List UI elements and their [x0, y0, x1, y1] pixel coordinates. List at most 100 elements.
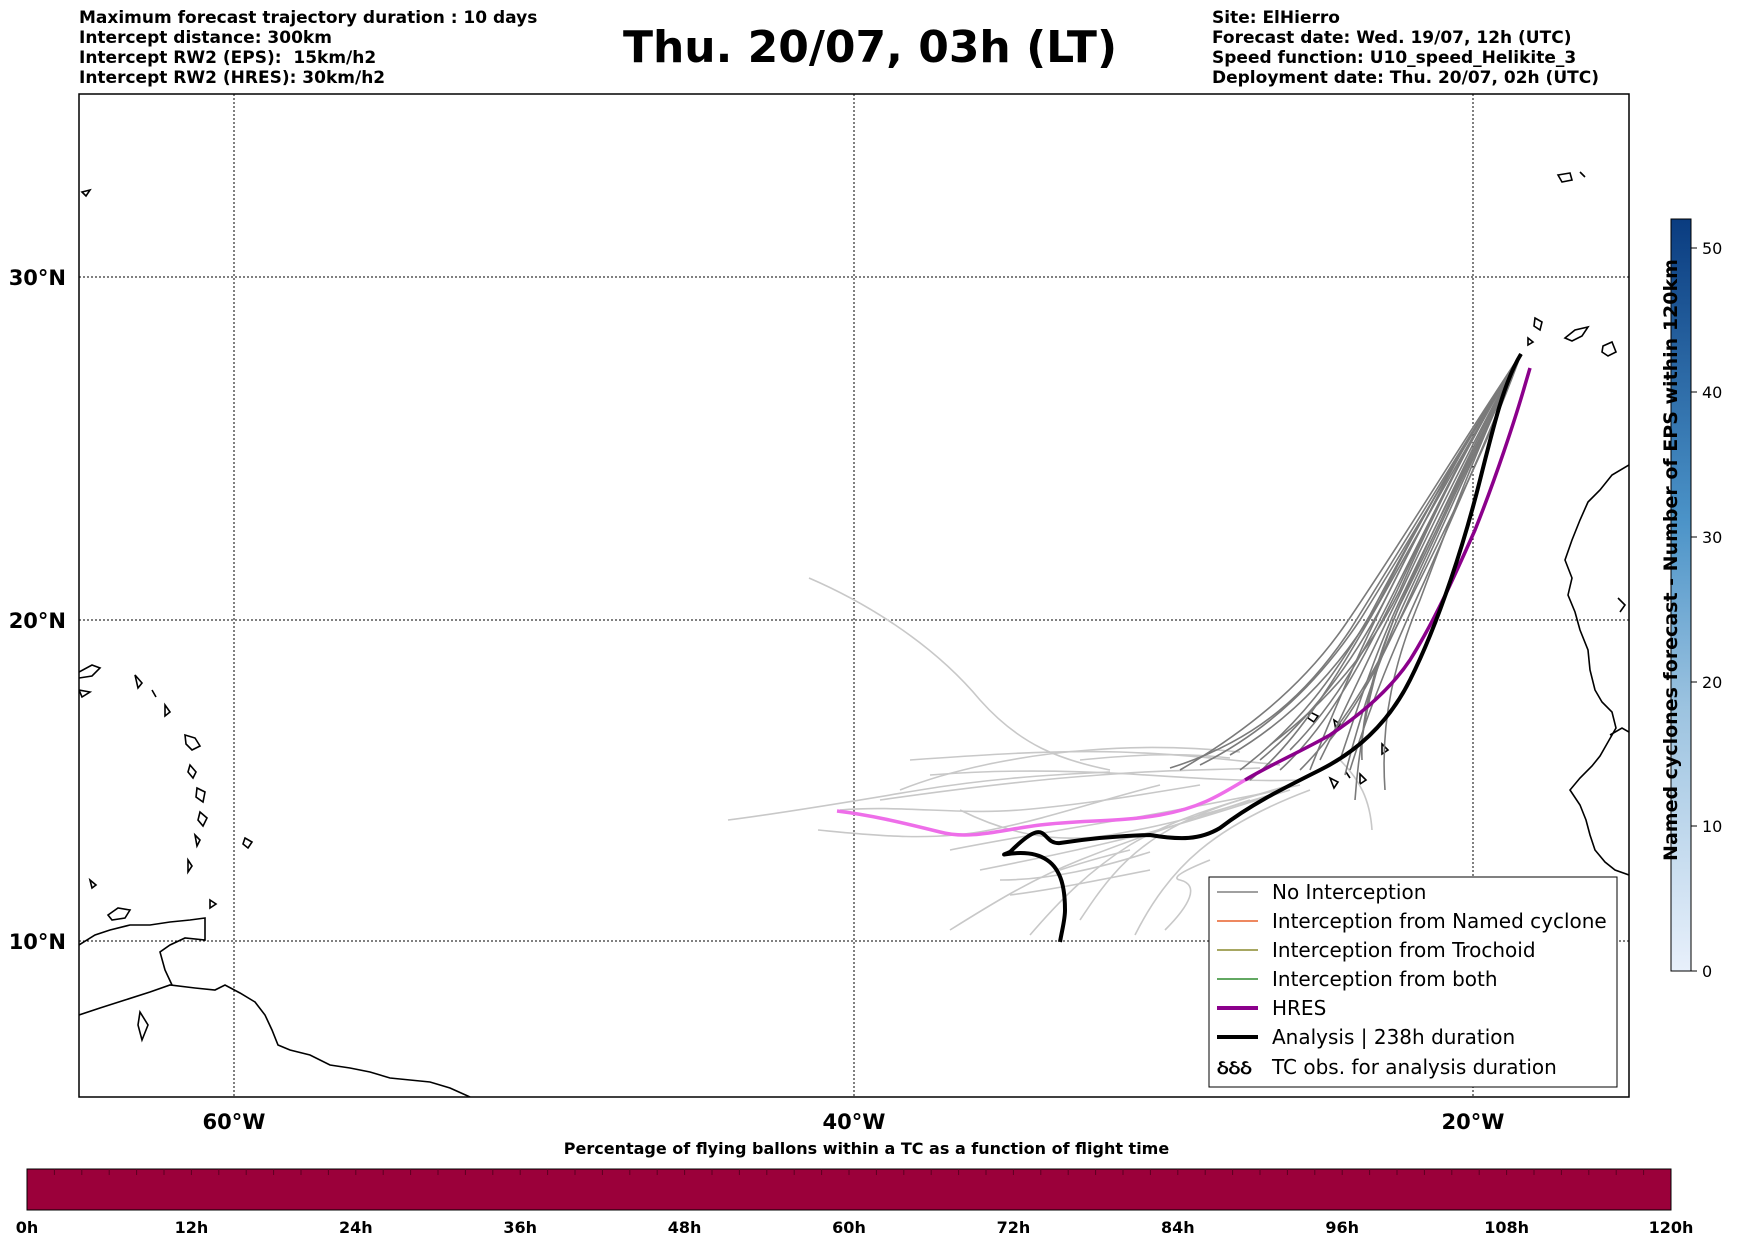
eps-track: [1164, 859, 1211, 931]
eps-track: [1319, 353, 1522, 761]
cape-verde-island: [1328, 776, 1340, 790]
intercept-distance-text: Intercept distance: 300km: [79, 28, 332, 48]
lat-label-10n: 10°N: [9, 930, 66, 954]
island: [137, 1009, 149, 1043]
island: [197, 810, 208, 828]
eps-track: [839, 784, 1201, 813]
legend-label-no-interception: No Interception: [1272, 880, 1426, 904]
eps-track: [1059, 849, 1131, 871]
flight-time-tick-label: 84h: [1161, 1218, 1195, 1237]
colorbar-tick-40: 40: [1702, 383, 1722, 402]
cape-verde-island: [1345, 771, 1351, 779]
canary-island: [1563, 325, 1590, 342]
flight-time-tick-label: 0h: [16, 1218, 39, 1237]
south-america-coast: [79, 984, 471, 1097]
eps-track: [999, 851, 1151, 881]
flight-time-tick-label: 108h: [1484, 1218, 1529, 1237]
legend-label-hres: HRES: [1272, 996, 1326, 1020]
canary-island: [1533, 316, 1543, 332]
eps-track: [1134, 789, 1311, 936]
madeira-island: [1556, 172, 1574, 183]
island: [187, 763, 197, 780]
eps-track: [727, 771, 1111, 821]
flight-time-bar: 0h 12h 24h 36h 48h 60h 72h 84h 96h 108h 120h: [16, 1168, 1694, 1237]
eps-track: [808, 577, 1111, 771]
cape-verde-island: [1332, 718, 1342, 733]
speed-function-text: Speed function: U10_speed_Helikite_3: [1212, 48, 1577, 68]
intercept-eps-text: Intercept RW2 (EPS): 15km/h2: [79, 48, 377, 68]
island: [195, 786, 206, 804]
legend-box: [1208, 876, 1618, 1088]
hres-track-faded: [836, 778, 1246, 837]
legend: No Interception Interception from Named …: [1208, 876, 1618, 1088]
lat-label-20n: 20°N: [9, 609, 66, 633]
africa-coast-detail: [1609, 727, 1629, 736]
island: [187, 857, 193, 875]
flight-time-tick-label: 60h: [832, 1218, 866, 1237]
legend-label-analysis: Analysis | 238h duration: [1272, 1025, 1515, 1049]
island: [106, 907, 132, 921]
eps-track: [1079, 753, 1231, 761]
island: [164, 702, 172, 718]
coastlines: [79, 171, 1629, 1097]
legend-label-tc-obs: TC obs. for analysis duration: [1271, 1055, 1557, 1079]
island: [88, 877, 98, 890]
eps-track: [959, 794, 1271, 839]
flight-time-bar-ticks: 0h 12h 24h 36h 48h 60h 72h 84h 96h 108h 120h: [16, 1218, 1694, 1237]
lon-label-60w: 60°W: [203, 1110, 266, 1134]
flight-time-tick-label: 12h: [175, 1218, 209, 1237]
header-right-info: Site: ElHierro Forecast date: Wed. 19/07…: [1212, 8, 1599, 88]
flight-time-tick-label: 24h: [339, 1218, 373, 1237]
max-duration-text: Maximum forecast trajectory duration : 1…: [79, 8, 538, 28]
colorbar-gradient: [1670, 218, 1692, 972]
site-text: Site: ElHierro: [1212, 8, 1340, 28]
lon-label-40w: 40°W: [823, 1110, 886, 1134]
island: [151, 689, 157, 698]
flight-time-bar-fill: [26, 1168, 1672, 1211]
canary-island: [1601, 340, 1618, 357]
header-left-info: Maximum forecast trajectory duration : 1…: [79, 8, 537, 88]
flight-time-tick-label: 96h: [1325, 1218, 1359, 1237]
eps-track: [1361, 353, 1522, 761]
lon-label-20w: 20°W: [1442, 1110, 1505, 1134]
island: [79, 689, 93, 699]
canary-island: [1527, 336, 1535, 347]
lat-label-30n: 30°N: [9, 266, 66, 290]
eps-track: [949, 799, 1251, 931]
flight-time-tick-label: 72h: [997, 1218, 1031, 1237]
colorbar: 0 10 20 30 40 50: [1670, 218, 1722, 981]
analysis-track: [1002, 352, 1523, 943]
island: [184, 733, 202, 751]
africa-coast-detail: [1617, 597, 1627, 613]
island: [80, 188, 92, 198]
cape-verde-island: [1359, 772, 1368, 786]
colorbar-tick-20: 20: [1702, 673, 1722, 692]
colorbar-tick-0: 0: [1702, 962, 1712, 981]
eps-track: [1269, 353, 1522, 746]
legend-label-trochoid: Interception from Trochoid: [1272, 938, 1536, 962]
colorbar-tick-30: 30: [1702, 528, 1722, 547]
flight-time-tick-label: 120h: [1649, 1218, 1694, 1237]
eps-tracks-faded: [727, 577, 1373, 936]
hres-track: [1244, 367, 1532, 782]
eps-track: [1239, 353, 1522, 771]
eps-track: [929, 770, 1301, 782]
lat-axis-labels: 30°N 20°N 10°N: [9, 266, 66, 954]
venezuela-coast: [79, 917, 206, 986]
island: [193, 832, 201, 849]
colorbar-tick-50: 50: [1702, 239, 1722, 258]
eps-track: [1339, 759, 1373, 831]
island: [209, 898, 218, 910]
legend-label-both: Interception from both: [1272, 967, 1498, 991]
legend-label-named-cyclone: Interception from Named cyclone: [1272, 909, 1607, 933]
madeira-island: [1579, 171, 1586, 178]
flight-time-bar-title: Percentage of flying ballons within a TC…: [563, 1139, 1170, 1158]
island: [134, 674, 144, 690]
colorbar-tick-10: 10: [1702, 817, 1722, 836]
eps-track: [909, 750, 1281, 766]
tc-obs-symbol-icon: ઠઠઠ: [1217, 1055, 1252, 1079]
lon-axis-labels: 60°W 40°W 20°W: [203, 1110, 1505, 1134]
eps-track: [1179, 353, 1522, 771]
intercept-hres-text: Intercept RW2 (HRES): 30km/h2: [79, 68, 386, 88]
